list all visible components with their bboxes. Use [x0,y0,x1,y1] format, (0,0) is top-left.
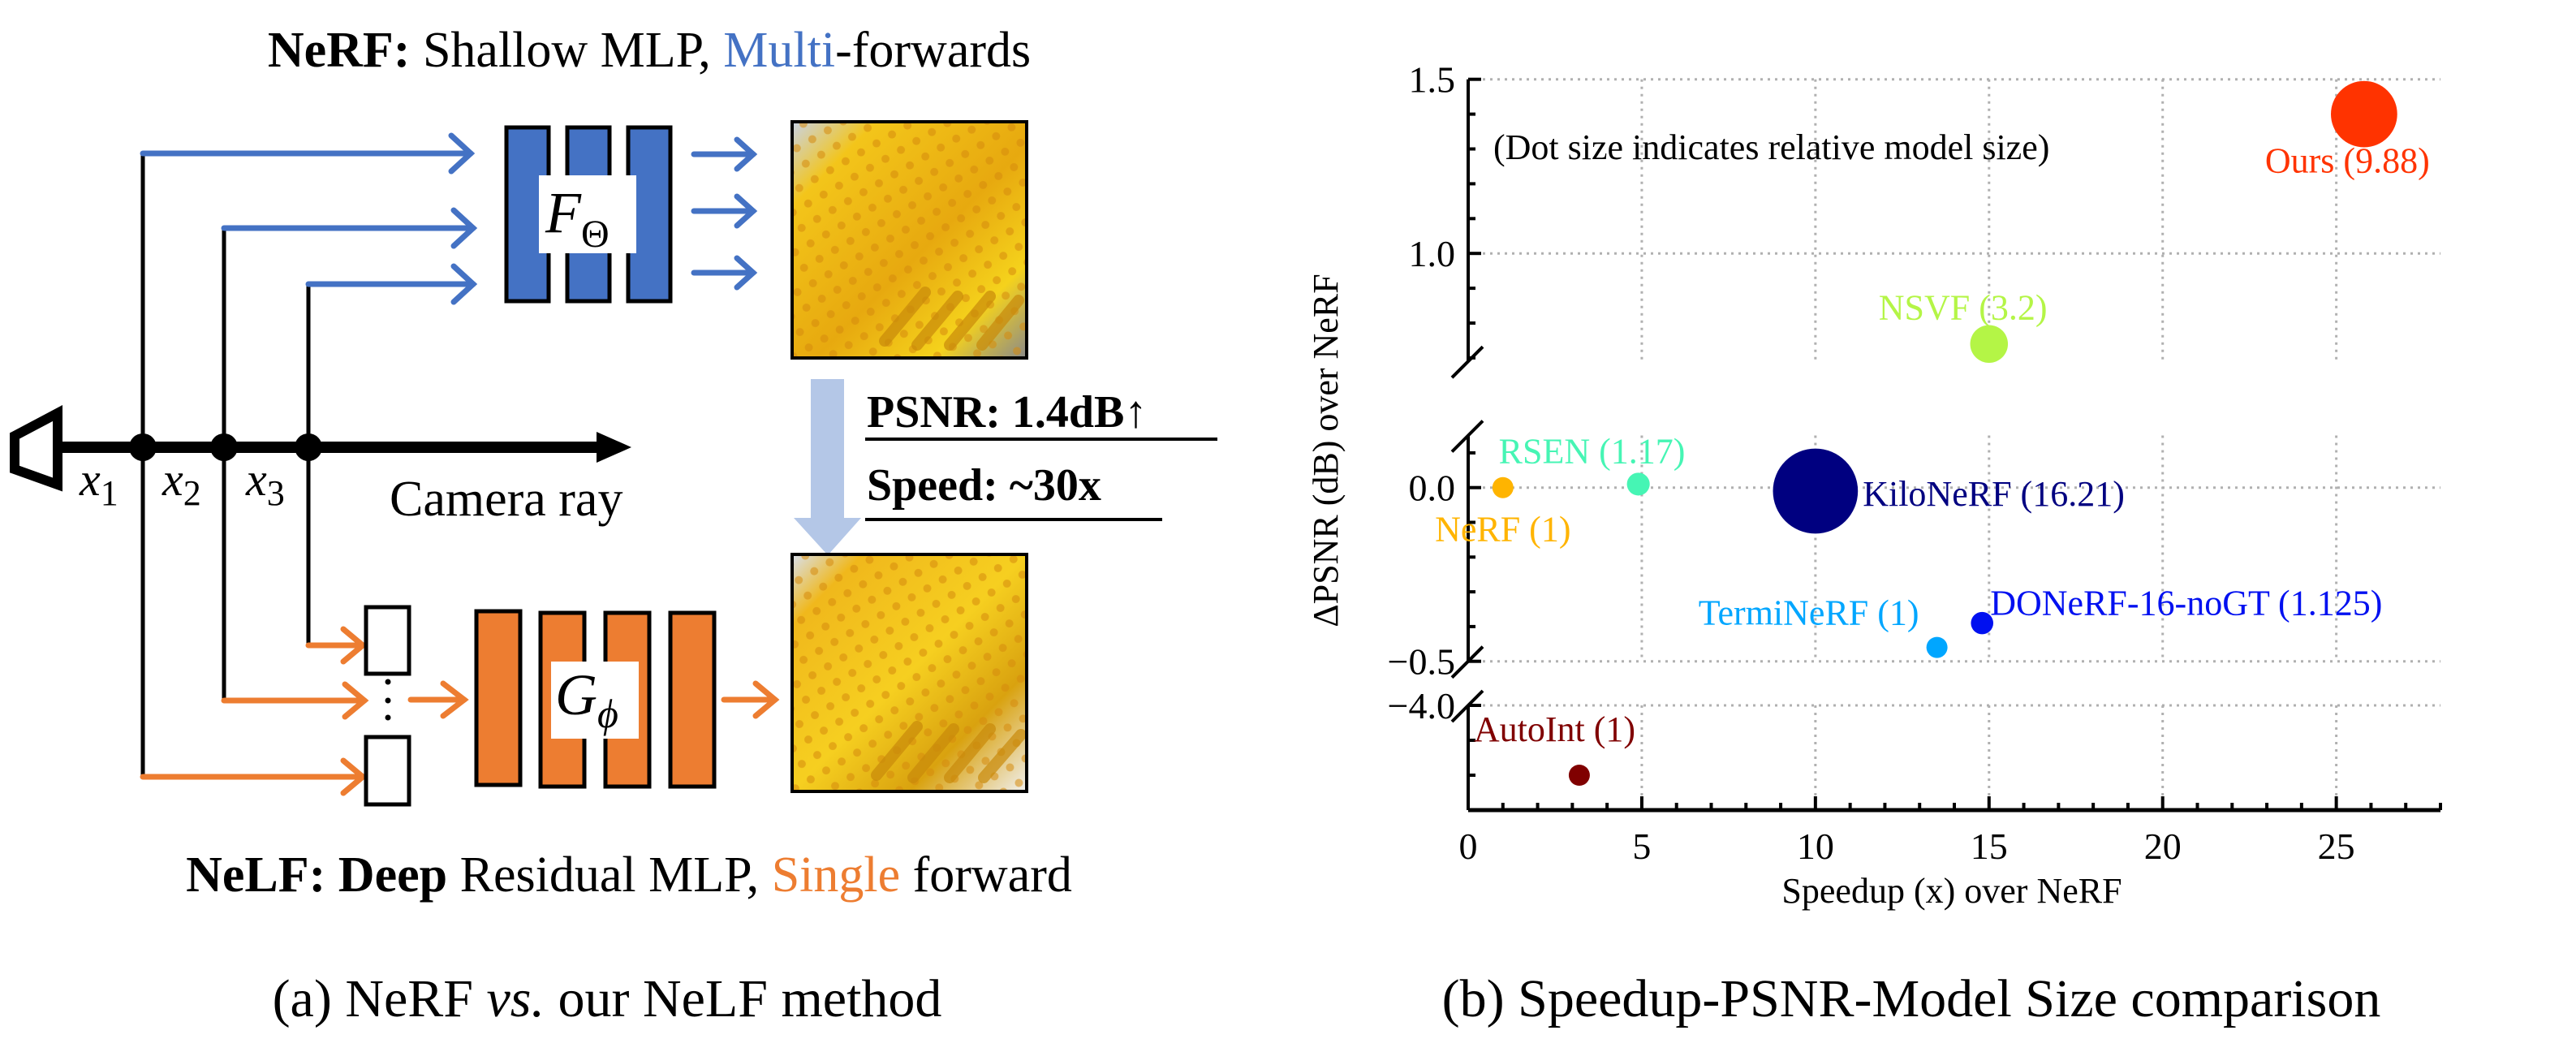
y-tick-label: −4.0 [1388,685,1455,726]
grid [1468,78,2440,810]
camera-icon [10,405,62,492]
x-tick-label: 20 [2144,826,2182,867]
sample-point-dot [295,433,322,461]
sample-lines [140,153,311,777]
input-box [364,735,411,807]
axes [1450,77,2442,813]
arrow-head-icon [440,680,469,719]
arrow-head-icon [340,626,368,665]
sample-point-dot [129,433,157,461]
data-label-nerf: NeRF (1) [1435,510,1570,550]
nelf-title-suffix: forward [900,847,1072,903]
sample-label-x2: x2 [162,453,201,513]
nelf-title-highlight: Single [772,847,900,903]
chart-annotation: (Dot size indicates relative model size) [1493,127,2049,167]
input-box [364,605,411,676]
x-tick-label: 10 [1797,826,1834,867]
sample-point-dot [210,433,238,461]
tick-labels: 1.0 1.5 −0.5 0.0 −4.0 0 5 10 15 20 25 [1388,59,2355,867]
sample-label-x3: x3 [245,453,285,513]
x-tick-label: 0 [1459,826,1478,867]
data-point-ours [2331,80,2397,148]
data-label-donerf-16-nogt: DONeRF-16-noGT (1.125) [1990,584,2382,623]
nelf-title: NeLF: Deep Residual MLP, Single forward [186,847,1072,903]
render-teeth [871,721,1027,783]
y-tick-label: 1.5 [1409,59,1456,101]
axis-break-icon [1450,645,1484,679]
nelf-label-box [551,662,639,739]
speed-improvement: Speed: ~30x [867,460,1101,511]
data-label-nsvf: NSVF (3.2) [1879,288,2048,328]
y-tick-label: 1.0 [1409,233,1456,274]
nelf-input-arrows [140,626,780,796]
data-label-terminerf: TermiNeRF (1) [1699,593,1919,633]
left-panel: NeRF: Shallow MLP, Multi-forwards FΘ [10,23,1217,1028]
data-label-autoint: AutoInt (1) [1474,709,1635,749]
caption-b: (b) Speedup-PSNR-Model Size comparison [1442,969,2381,1028]
nelf-network-label: Gϕ [555,662,618,736]
sample-label-x1: x1 [79,453,118,513]
arrow-head-icon [450,207,478,249]
arrow-head-icon [734,193,758,229]
data-label-kilonerf: KiloNeRF (16.21) [1863,474,2125,514]
nerf-render-image [790,120,1028,360]
arrow-head-icon [340,757,368,796]
data-labels: NeRF (1) RSEN (1.17) KiloNeRF (16.21) NSVF … [1435,141,2430,749]
nerf-output-arrows [691,136,758,291]
x-tick-label: 5 [1632,826,1651,867]
axis-break-icon [1450,689,1484,723]
camera-ray-label: Camera ray [390,472,622,527]
data-point-terminerf [1926,636,1948,658]
ray-arrowhead-icon [597,432,631,463]
mlp-layer [668,610,717,789]
nerf-input-arrows [140,132,478,305]
x-tick-label: 25 [2318,826,2355,867]
y-axis-label: ΔPSNR (dB) over NeRF [1306,274,1346,627]
data-point-nerf [1492,476,1514,498]
render-studs [792,554,1027,791]
nelf-title-text: Residual MLP, [447,847,772,903]
psnr-improvement: PSNR: 1.4dB↑ [867,387,1147,438]
nerf-title-suffix: -forwards [835,23,1031,78]
arrow-head-icon [342,681,369,720]
axis-break-icon [1450,420,1484,453]
ellipsis-icon [385,679,391,721]
render-border [790,120,1028,360]
nerf-label-box [539,175,636,253]
mlp-layer [474,609,523,787]
camera-ray [10,405,631,492]
data-label-ours: Ours (9.88) [2265,141,2430,181]
nerf-title-highlight: Multi [723,23,835,78]
data-points [1492,80,2397,786]
data-point-donerf-16-nogt [1971,611,1994,635]
transition-arrow-icon [794,379,861,555]
nelf-render-image [790,553,1028,793]
nerf-network-label: FΘ [545,180,610,256]
y-tick-label: −0.5 [1388,641,1455,683]
arrow-head-icon [450,263,478,305]
x-axis-label: Speedup (x) over NeRF [1781,871,2122,911]
nerf-title-prefix: NeRF: [268,23,411,78]
arrow-head-icon [752,680,780,719]
arrow-head-icon [734,136,758,172]
axis-break-icon [1450,345,1484,379]
data-point-kilonerf [1773,448,1859,534]
x-tick-label: 15 [1971,826,2008,867]
nerf-title: NeRF: Shallow MLP, Multi-forwards [268,23,1031,78]
nelf-title-prefix: NeLF: Deep [186,847,447,903]
data-point-nsvf [1970,325,2009,363]
arrow-head-icon [734,255,758,291]
nerf-title-text: Shallow MLP, [410,23,723,78]
render-teeth [879,287,1024,351]
data-label-rsen: RSEN (1.17) [1499,431,1686,471]
data-point-autoint [1568,765,1590,786]
y-tick-label: 0.0 [1409,468,1456,509]
arrow-head-icon [448,132,476,175]
render-studs [792,122,1027,358]
scatter-chart: 1.0 1.5 −0.5 0.0 −4.0 0 5 10 15 20 25 NeRF (1) RSEN… [1306,59,2442,1028]
caption-a: (a) NeRF vs. our NeLF method [273,969,942,1028]
data-point-rsen [1626,472,1650,496]
render-border [790,553,1028,793]
